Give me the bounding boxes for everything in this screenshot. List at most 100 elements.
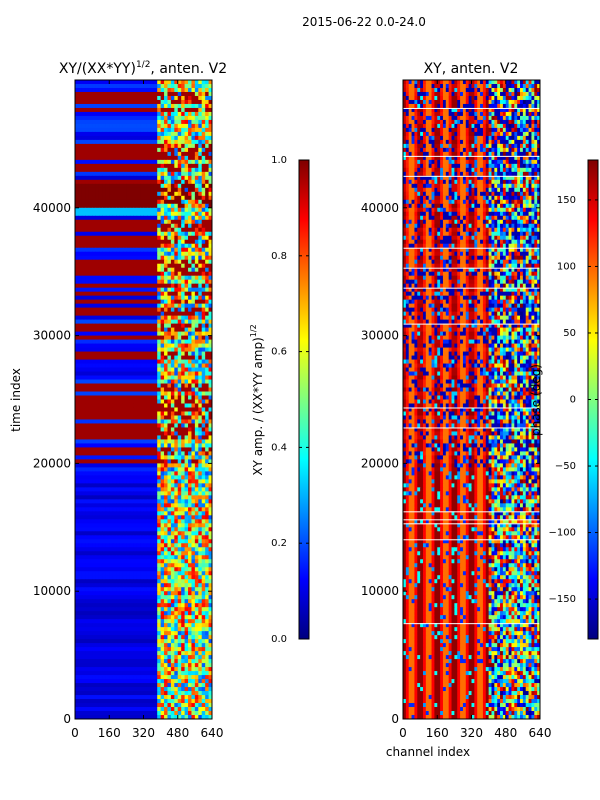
left-heatmap-cell bbox=[140, 80, 144, 85]
left-heatmap-cell bbox=[116, 115, 121, 121]
left-heatmap-cell bbox=[194, 527, 199, 532]
left-heatmap-cell bbox=[95, 543, 100, 548]
left-heatmap-cell bbox=[133, 235, 138, 241]
left-heatmap-cell bbox=[143, 551, 148, 556]
left-heatmap-cell bbox=[205, 519, 210, 524]
left-heatmap-cell bbox=[126, 523, 131, 528]
left-heatmap-cell bbox=[208, 515, 212, 520]
left-heatmap-cell bbox=[88, 159, 93, 165]
left-heatmap-cell bbox=[177, 107, 182, 113]
left-heatmap-cell bbox=[116, 315, 121, 321]
left-heatmap-cell bbox=[208, 251, 212, 257]
left-heatmap-cell bbox=[133, 195, 138, 201]
left-heatmap-cell bbox=[157, 387, 162, 393]
left-heatmap-cell bbox=[177, 80, 182, 85]
left-heatmap-cell bbox=[88, 263, 93, 269]
left-heatmap-cell bbox=[205, 567, 210, 572]
left-heatmap-cell bbox=[201, 559, 206, 564]
left-heatmap-cell bbox=[184, 131, 189, 137]
left-heatmap-cell bbox=[102, 239, 107, 245]
left-heatmap-cell bbox=[160, 315, 165, 321]
left-heatmap-cell bbox=[75, 239, 79, 245]
left-heatmap-cell bbox=[78, 191, 83, 197]
left-heatmap-cell bbox=[194, 91, 199, 97]
left-heatmap-cell bbox=[143, 239, 148, 245]
left-heatmap-cell bbox=[157, 407, 162, 412]
left-heatmap-cell bbox=[188, 395, 192, 400]
left-heatmap-cell bbox=[201, 191, 206, 197]
left-heatmap-cell bbox=[109, 343, 114, 349]
left-heatmap-cell bbox=[208, 259, 212, 265]
left-heatmap-cell bbox=[205, 351, 210, 357]
left-heatmap-cell bbox=[177, 531, 182, 536]
left-heatmap-cell bbox=[143, 83, 148, 89]
left-heatmap-cell bbox=[119, 279, 124, 285]
left-heatmap-cell bbox=[85, 123, 90, 129]
left-heatmap-cell bbox=[167, 91, 172, 97]
left-heatmap-cell bbox=[164, 155, 168, 161]
left-heatmap-cell bbox=[92, 207, 97, 213]
left-heatmap-cell bbox=[136, 207, 141, 213]
left-heatmap-cell bbox=[160, 375, 165, 381]
left-heatmap-cell bbox=[170, 215, 175, 221]
left-heatmap-cell bbox=[140, 219, 144, 225]
left-heatmap-cell bbox=[116, 95, 121, 101]
left-heatmap-cell bbox=[198, 479, 203, 484]
left-heatmap-cell bbox=[164, 515, 168, 520]
left-heatmap-cell bbox=[205, 319, 210, 325]
left-heatmap-cell bbox=[177, 315, 182, 321]
left-heatmap-cell bbox=[140, 431, 144, 436]
left-heatmap-cell bbox=[167, 539, 172, 544]
left-heatmap-cell bbox=[98, 363, 103, 369]
left-heatmap-cell bbox=[157, 395, 162, 400]
left-heatmap-cell bbox=[102, 503, 107, 508]
left-heatmap-cell bbox=[78, 539, 83, 544]
left-heatmap-cell bbox=[157, 459, 162, 464]
left-heatmap-cell bbox=[164, 119, 168, 125]
left-heatmap-cell bbox=[122, 271, 127, 277]
left-heatmap-cell bbox=[150, 203, 155, 209]
left-heatmap-cell bbox=[157, 471, 162, 476]
left-heatmap-cell bbox=[177, 243, 182, 249]
left-heatmap-cell bbox=[140, 135, 144, 141]
left-heatmap-cell bbox=[116, 211, 121, 217]
left-heatmap-cell bbox=[153, 299, 158, 305]
left-heatmap-cell bbox=[188, 335, 192, 341]
left-heatmap-cell bbox=[205, 343, 210, 349]
left-heatmap-cell bbox=[116, 139, 121, 145]
left-heatmap-cell bbox=[198, 247, 203, 253]
left-heatmap-cell bbox=[153, 335, 158, 341]
left-heatmap-cell bbox=[150, 175, 155, 181]
left-heatmap-cell bbox=[188, 555, 192, 560]
left-heatmap-cell bbox=[126, 343, 131, 349]
left-heatmap-cell bbox=[188, 503, 192, 508]
left-heatmap-cell bbox=[184, 403, 189, 408]
left-heatmap-cell bbox=[112, 531, 117, 536]
left-heatmap-cell bbox=[81, 459, 86, 464]
left-heatmap-cell bbox=[150, 511, 155, 516]
left-heatmap-cell bbox=[146, 471, 151, 476]
left-heatmap-cell bbox=[126, 235, 131, 241]
left-heatmap-cell bbox=[177, 567, 182, 572]
left-heatmap-cell bbox=[181, 351, 186, 357]
left-heatmap-cell bbox=[167, 443, 172, 448]
left-heatmap-cell bbox=[208, 215, 212, 221]
left-heatmap-cell bbox=[85, 191, 90, 197]
left-heatmap-cell bbox=[116, 311, 121, 317]
left-heatmap-cell bbox=[109, 119, 114, 125]
left-heatmap-cell bbox=[81, 119, 86, 125]
left-heatmap-cell bbox=[109, 575, 114, 580]
left-heatmap-cell bbox=[153, 147, 158, 153]
left-heatmap-cell bbox=[85, 395, 90, 400]
left-heatmap-cell bbox=[126, 319, 131, 325]
left-heatmap-cell bbox=[88, 403, 93, 408]
left-heatmap-cell bbox=[143, 211, 148, 217]
left-heatmap-cell bbox=[133, 135, 138, 141]
left-heatmap-cell bbox=[188, 475, 192, 480]
left-heatmap-cell bbox=[78, 547, 83, 552]
left-heatmap-cell bbox=[157, 159, 162, 165]
left-heatmap-cell bbox=[184, 119, 189, 125]
left-heatmap-cell bbox=[191, 531, 196, 536]
left-heatmap-cell bbox=[85, 499, 90, 504]
left-heatmap-cell bbox=[198, 83, 203, 89]
